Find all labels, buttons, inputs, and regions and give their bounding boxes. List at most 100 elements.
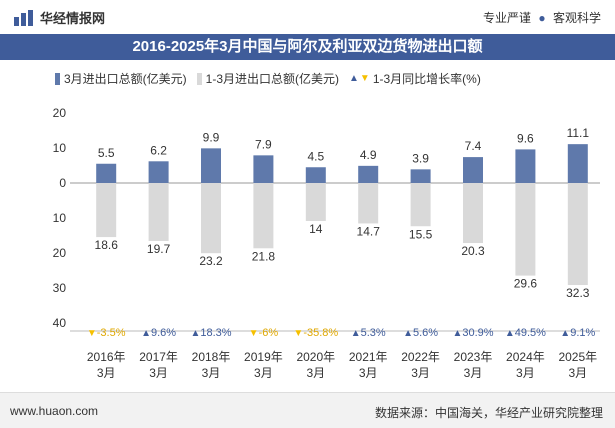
legend-label-cumulative: 1-3月进出口总额(亿美元) xyxy=(205,72,340,86)
triangle-down-icon: ▼ xyxy=(359,73,370,84)
growth-label: ▲5.6% xyxy=(403,327,438,339)
data-label-cumulative-bg xyxy=(92,237,121,254)
x-tick-label-year: 2024年 xyxy=(506,350,545,364)
data-label-cumulative-bg xyxy=(563,285,592,302)
x-tick-label-month: 3月 xyxy=(411,366,430,380)
y-tick-label: 20 xyxy=(53,246,67,260)
chart-title: 2016-2025年3月中国与阿尔及利亚双边货物进出口额 xyxy=(0,34,615,60)
data-label-cumulative-bg xyxy=(459,243,487,260)
data-label-cumulative-bg xyxy=(197,253,225,270)
data-label-monthly: 4.5 xyxy=(307,149,324,163)
bar-monthly xyxy=(567,144,588,183)
data-label-cumulative: 29.6 xyxy=(514,277,538,291)
bar-logo-icon xyxy=(14,9,34,26)
y-tick-label: 0 xyxy=(59,176,66,190)
x-tick-label-year: 2018年 xyxy=(192,350,231,364)
x-tick-label-year: 2017年 xyxy=(139,350,178,364)
legend-label-monthly: 3月进出口总额(亿美元) xyxy=(64,72,187,86)
bar-cumulative xyxy=(358,183,379,235)
bar-monthly xyxy=(463,157,483,183)
slogan-separator: ● xyxy=(538,11,546,25)
data-label-cumulative-bg xyxy=(406,226,435,243)
bar-cumulative xyxy=(410,183,431,238)
data-label-cumulative: 32.3 xyxy=(566,286,590,300)
y-tick-label: 10 xyxy=(53,211,67,225)
growth-label: ▲18.3% xyxy=(190,327,231,339)
data-label-monthly: 7.4 xyxy=(465,139,482,153)
footer-source: 数据来源：中国海关，华经产业研究院整理 xyxy=(374,406,603,420)
data-label-monthly: 6.2 xyxy=(150,143,167,157)
data-label-monthly: 11.1 xyxy=(567,126,590,140)
triangle-up-icon: ▲ xyxy=(349,73,359,84)
bar-cumulative xyxy=(463,183,483,255)
growth-label: ▲49.5% xyxy=(505,327,546,339)
data-label-monthly: 7.9 xyxy=(255,137,272,151)
data-label-monthly: 3.9 xyxy=(412,151,429,165)
bar-cumulative xyxy=(253,183,274,260)
growth-label: ▲9.6% xyxy=(141,327,176,339)
x-tick-label-month: 3月 xyxy=(516,366,535,380)
footer: www.huaon.com 数据来源：中国海关，华经产业研究院整理 xyxy=(0,392,615,428)
growth-label: ▲30.9% xyxy=(452,327,493,339)
x-tick-label-month: 3月 xyxy=(359,366,378,380)
data-label-cumulative: 18.6 xyxy=(95,238,119,252)
data-label-monthly: 9.6 xyxy=(517,131,534,145)
x-tick-label-year: 2023年 xyxy=(454,350,493,364)
x-tick-label-month: 3月 xyxy=(97,366,116,380)
bar-cumulative xyxy=(515,183,536,287)
bar-monthly xyxy=(410,169,431,183)
legend-swatch-cumulative xyxy=(196,72,202,85)
x-tick-label-month: 3月 xyxy=(464,366,483,380)
bar-cumulative xyxy=(96,183,117,249)
bar-cumulative xyxy=(148,183,169,252)
growth-label: ▼-35.8% xyxy=(293,327,338,339)
data-label-cumulative: 14.7 xyxy=(357,224,381,238)
x-tick-label-year: 2021年 xyxy=(349,350,388,364)
y-tick-label: 20 xyxy=(53,106,67,120)
x-tick-label-month: 3月 xyxy=(202,366,221,380)
brand-name: 华经情报网 xyxy=(40,11,106,26)
data-label-cumulative: 14 xyxy=(309,222,323,236)
data-label-cumulative: 23.2 xyxy=(199,254,223,268)
growth-label: ▲5.3% xyxy=(351,327,386,339)
chart-plot: 20 10 0 10 20 30 40 5.5 18.6 ▼-3.5% 2016年 3月 6.2 19.7… xyxy=(53,106,600,380)
data-label-cumulative: 20.3 xyxy=(461,244,485,258)
footer-url[interactable]: www.huaon.com xyxy=(10,404,99,418)
bar-monthly xyxy=(201,148,221,183)
x-tick-label-month: 3月 xyxy=(306,366,325,380)
y-tick-label: 40 xyxy=(53,316,67,330)
y-tick-label: 30 xyxy=(53,281,67,295)
growth-label: ▼-6% xyxy=(249,327,279,339)
x-tick-label-year: 2022年 xyxy=(401,350,440,364)
x-tick-label-year: 2020年 xyxy=(296,350,335,364)
bar-cumulative xyxy=(305,183,326,232)
data-label-monthly: 5.5 xyxy=(98,146,115,160)
bar-monthly xyxy=(515,149,536,183)
data-label-monthly: 4.9 xyxy=(360,148,377,162)
slogan-right: 客观科学 xyxy=(552,11,601,25)
x-tick-label-year: 2019年 xyxy=(244,350,283,364)
data-label-cumulative-bg xyxy=(511,275,540,292)
legend-swatch-monthly xyxy=(55,72,60,85)
bar-cumulative xyxy=(567,183,588,297)
x-tick-label-month: 3月 xyxy=(254,366,273,380)
brand-logo[interactable]: 华经情报网 xyxy=(14,8,105,27)
data-label-cumulative-bg xyxy=(249,248,278,265)
legend-item-monthly: 3月进出口总额(亿美元) xyxy=(55,70,187,87)
bar-monthly xyxy=(253,155,274,183)
slogan-left: 专业严谨 xyxy=(483,11,532,25)
data-label-cumulative: 21.8 xyxy=(252,249,276,263)
x-tick-label-year: 2016年 xyxy=(87,350,126,364)
bar-monthly xyxy=(358,165,379,183)
bar-cumulative xyxy=(201,183,221,265)
bar-monthly xyxy=(305,167,326,183)
x-tick-label-month: 3月 xyxy=(149,366,168,380)
bar-monthly xyxy=(148,161,169,183)
slogan: 专业严谨 ● 客观科学 xyxy=(483,9,601,26)
data-label-cumulative-bg xyxy=(354,223,383,240)
data-label-cumulative: 19.7 xyxy=(147,242,171,256)
x-tick-label-year: 2025年 xyxy=(558,350,597,364)
chart-legend: 3月进出口总额(亿美元) 1-3月进出口总额(亿美元) ▲ ▼ 1-3月同比增长… xyxy=(55,70,491,87)
bar-monthly xyxy=(96,163,117,183)
y-tick-label: 10 xyxy=(53,141,67,155)
